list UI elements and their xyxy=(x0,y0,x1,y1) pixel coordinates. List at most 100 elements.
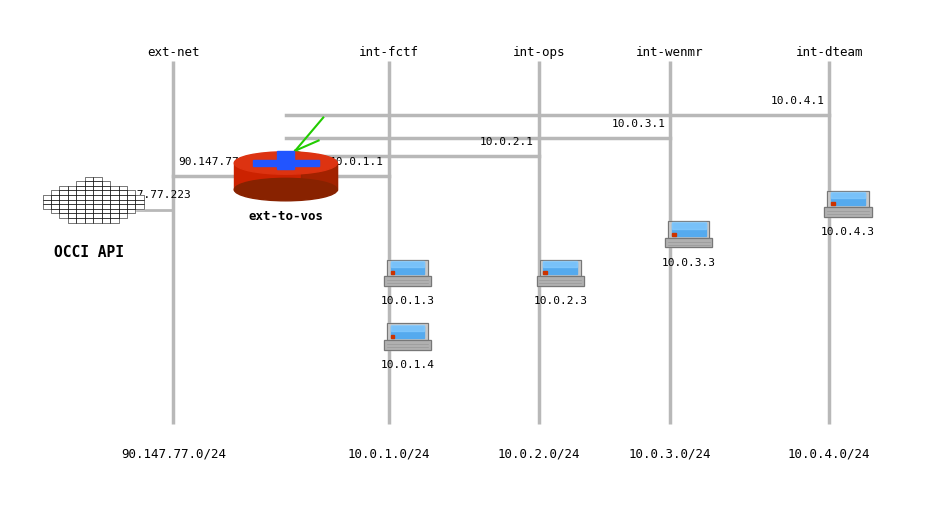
Bar xyxy=(43,199,51,204)
Bar xyxy=(43,199,51,204)
Bar xyxy=(77,190,84,195)
Bar xyxy=(384,340,431,350)
Bar xyxy=(110,204,118,208)
Bar xyxy=(101,208,110,214)
Bar xyxy=(84,185,93,190)
Bar xyxy=(43,195,51,199)
Text: int-wenmr: int-wenmr xyxy=(636,46,703,59)
Bar xyxy=(118,208,127,214)
Bar xyxy=(93,176,101,181)
Bar xyxy=(101,214,110,218)
Bar xyxy=(101,204,110,208)
Text: 10.0.2.0/24: 10.0.2.0/24 xyxy=(497,447,579,460)
Bar xyxy=(59,199,67,204)
Bar xyxy=(667,221,709,238)
Bar xyxy=(67,185,76,190)
Bar xyxy=(43,195,51,199)
Bar xyxy=(667,221,709,238)
Bar xyxy=(135,199,144,204)
Text: int-ops: int-ops xyxy=(512,46,564,59)
Bar xyxy=(51,204,59,208)
Text: 10.0.1.3: 10.0.1.3 xyxy=(380,296,434,307)
Bar xyxy=(110,199,118,204)
Bar xyxy=(830,192,864,198)
Bar xyxy=(118,214,127,218)
Bar xyxy=(67,185,76,190)
Bar xyxy=(77,204,84,208)
Ellipse shape xyxy=(234,178,337,201)
Bar xyxy=(101,214,110,218)
Bar xyxy=(84,195,93,199)
Bar xyxy=(93,199,101,204)
Bar xyxy=(77,199,84,204)
Text: 10.0.3.3: 10.0.3.3 xyxy=(661,258,715,268)
Bar xyxy=(101,181,110,185)
Bar xyxy=(384,276,431,286)
Bar xyxy=(539,260,580,276)
Bar xyxy=(51,195,59,199)
Bar xyxy=(127,195,136,199)
Bar xyxy=(93,190,101,195)
Bar xyxy=(277,151,294,169)
Bar xyxy=(127,204,136,208)
Bar xyxy=(110,199,118,204)
Bar xyxy=(93,214,101,218)
Bar xyxy=(101,208,110,214)
Bar xyxy=(671,223,705,236)
Bar xyxy=(110,208,118,214)
Bar xyxy=(51,208,59,214)
Bar xyxy=(93,204,101,208)
Bar xyxy=(110,218,118,222)
Text: OCCI API: OCCI API xyxy=(54,245,124,260)
Bar xyxy=(110,195,118,199)
Bar xyxy=(77,214,84,218)
Bar xyxy=(539,260,580,276)
Bar xyxy=(110,195,118,199)
Bar xyxy=(93,218,101,222)
Bar xyxy=(93,208,101,214)
Bar xyxy=(84,218,93,222)
Bar xyxy=(101,190,110,195)
Bar xyxy=(118,195,127,199)
Bar xyxy=(59,195,67,199)
Bar xyxy=(110,218,118,222)
Bar xyxy=(543,262,577,274)
Bar xyxy=(93,190,101,195)
Bar xyxy=(390,335,394,338)
Bar xyxy=(67,199,76,204)
Bar xyxy=(67,204,76,208)
Bar xyxy=(59,214,67,218)
Text: 10.0.2.3: 10.0.2.3 xyxy=(533,296,587,307)
Bar xyxy=(536,276,583,286)
Bar xyxy=(77,181,84,185)
Bar xyxy=(127,199,136,204)
Bar xyxy=(67,218,76,222)
Bar xyxy=(118,185,127,190)
Bar xyxy=(84,208,93,214)
Bar xyxy=(84,176,93,181)
Bar xyxy=(390,326,424,338)
Bar xyxy=(84,199,93,204)
Bar xyxy=(110,208,118,214)
Bar xyxy=(93,218,101,222)
Bar xyxy=(118,195,127,199)
Bar xyxy=(77,208,84,214)
Bar xyxy=(93,204,101,208)
Text: 10.0.1.0/24: 10.0.1.0/24 xyxy=(347,447,430,460)
Bar xyxy=(543,271,547,274)
Bar xyxy=(77,185,84,190)
Bar xyxy=(77,199,84,204)
Bar xyxy=(110,190,118,195)
Bar xyxy=(93,181,101,185)
Bar xyxy=(51,199,59,204)
Bar xyxy=(67,199,76,204)
Bar xyxy=(51,195,59,199)
Bar xyxy=(84,204,93,208)
Bar xyxy=(387,260,428,276)
Bar xyxy=(93,208,101,214)
Bar xyxy=(93,195,101,199)
Bar xyxy=(51,190,59,195)
Bar xyxy=(77,195,84,199)
Bar xyxy=(93,195,101,199)
Bar xyxy=(59,190,67,195)
